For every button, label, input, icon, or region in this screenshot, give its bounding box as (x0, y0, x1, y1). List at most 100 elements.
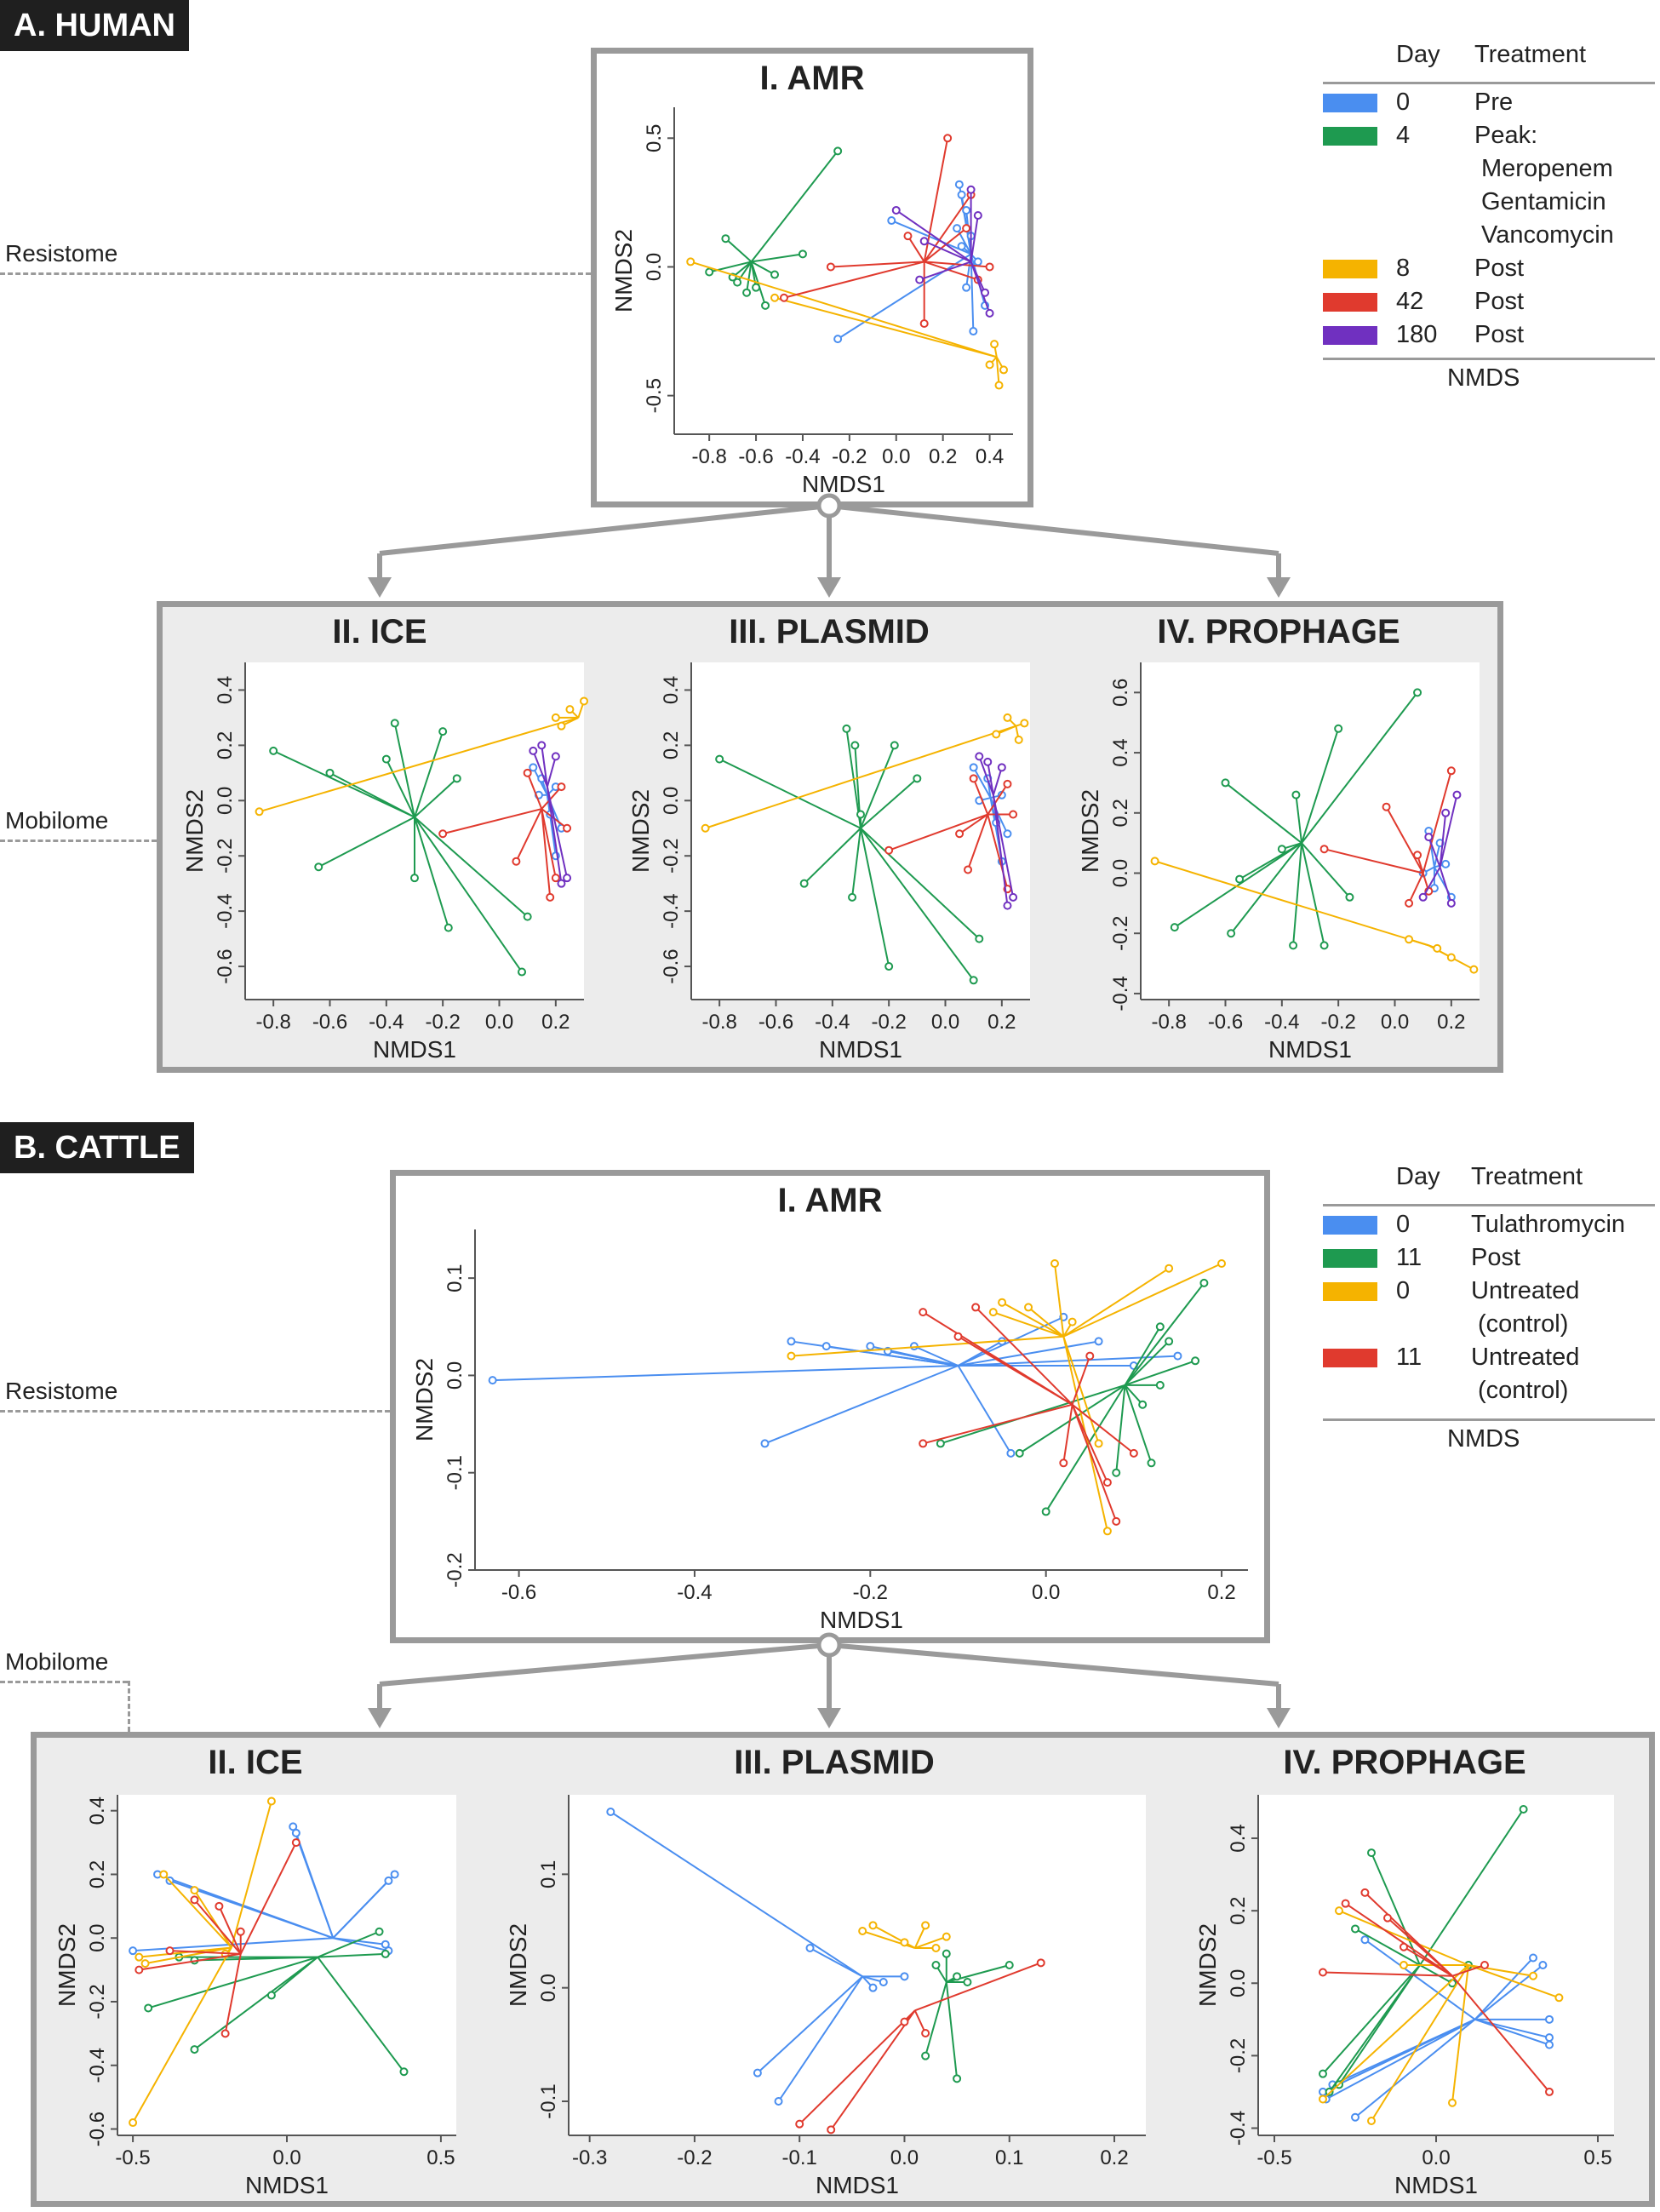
legend-treatment-drug: Meropenem (1481, 155, 1613, 182)
spider-line (970, 215, 979, 262)
spider-line (1224, 782, 1302, 844)
series-3 (1319, 1888, 1554, 2096)
y-tick-label: -0.2 (1227, 2038, 1250, 2073)
spider-line (414, 817, 523, 973)
data-point (858, 1927, 867, 1935)
spider-line (992, 794, 1009, 906)
spider-line (764, 1365, 959, 1445)
data-point (795, 2119, 804, 2129)
data-point (1006, 1448, 1016, 1458)
spider-line (193, 1899, 242, 1955)
data-point (962, 283, 971, 292)
data-point (1014, 735, 1023, 744)
spider-line (541, 808, 557, 879)
spider-line (1474, 2018, 1550, 2046)
spider-line (1419, 1964, 1453, 1985)
x-tick-label: -0.2 (1320, 1011, 1355, 1034)
cattle-ice-plot: -0.5 0.0 0.5 0.4 0.2 0.0 -0.2 -0.4 -0.6 NMDS1 NMDS… (54, 1795, 456, 2198)
y-tick-label: 0.4 (660, 676, 683, 704)
spider-line (923, 194, 972, 262)
x-axis-label: NMDS1 (1268, 1036, 1352, 1063)
legend-footer: NMDS (1447, 364, 1520, 392)
data-point (1469, 965, 1479, 974)
spider-line (957, 1335, 1073, 1406)
legend-treatment: Post (1471, 1244, 1521, 1271)
x-tick-label: 0.0 (1381, 1011, 1409, 1034)
data-point (884, 962, 894, 971)
data-point (390, 719, 399, 728)
data-point (715, 754, 724, 764)
spider-line (1325, 2018, 1476, 2100)
legend-treatment-sub: (control) (1478, 1310, 1569, 1338)
data-point (985, 360, 994, 370)
data-point (452, 774, 461, 783)
y-tick-label: 0.1 (444, 1264, 467, 1292)
y-axis-label: NMDS2 (1077, 789, 1103, 873)
plot-area (569, 1795, 1146, 2135)
spider-line (414, 731, 444, 818)
y-axis-label: NMDS2 (54, 1923, 80, 2007)
data-point (129, 1946, 138, 1956)
x-axis-label: NMDS1 (820, 1607, 903, 1633)
spider-line (1387, 1917, 1453, 1977)
data-point (856, 810, 865, 819)
legend-treatment: Pre (1474, 89, 1514, 116)
data-point (1519, 1805, 1528, 1814)
data-point (963, 1978, 972, 1986)
spider-line (1474, 1957, 1534, 2020)
y-tick-label: 0.1 (537, 1860, 560, 1888)
legend-treatment: Peak: (1474, 122, 1538, 149)
spider-line (995, 357, 1000, 386)
spider-line (532, 750, 548, 788)
spider-line (724, 238, 753, 263)
data-point (1094, 1337, 1103, 1346)
data-point (686, 257, 695, 266)
data-point (900, 1972, 909, 1981)
spider-line (333, 1937, 389, 1952)
data-point (842, 724, 851, 733)
spider-line (810, 1947, 863, 1978)
data-point (255, 807, 264, 817)
data-point (997, 763, 1006, 772)
y-tick-label: -0.4 (214, 893, 237, 928)
spider-line (318, 816, 415, 868)
section-label-human: A. HUMAN (0, 0, 189, 51)
spider-line (1408, 873, 1424, 904)
data-point (1155, 1322, 1165, 1332)
data-point (988, 1308, 998, 1317)
legend-swatch-day0 (1323, 94, 1377, 112)
data-point (770, 270, 780, 279)
data-point (833, 335, 843, 344)
legend-treatment-drug: Vancomycin (1481, 221, 1614, 249)
spider-line (317, 1957, 405, 2072)
spider-line (705, 725, 1016, 829)
data-point (1041, 1507, 1050, 1516)
legend-treatment: Post (1474, 321, 1525, 348)
series-2 (858, 1921, 951, 1952)
data-point (399, 2067, 409, 2077)
x-tick-label: -0.3 (572, 2146, 607, 2169)
spider-line (1419, 1808, 1525, 1966)
data-point (827, 2125, 836, 2135)
data-point (787, 1337, 796, 1346)
data-point (998, 1298, 1007, 1307)
data-point (1102, 1478, 1112, 1487)
data-point (1102, 1527, 1112, 1536)
data-point (799, 879, 809, 888)
series-0 (606, 1808, 909, 2106)
data-point (438, 829, 448, 839)
series-1 (705, 146, 843, 310)
data-point (953, 2074, 962, 2083)
y-tick-label: 0.0 (643, 253, 666, 281)
data-point (919, 237, 929, 246)
spider-line (1124, 1384, 1143, 1406)
spider-line (777, 1975, 863, 2102)
spider-line (1062, 1263, 1222, 1338)
spider-line (1422, 771, 1452, 874)
data-point (975, 752, 984, 761)
x-tick-label: -0.4 (815, 1011, 850, 1034)
spider-line (751, 253, 804, 263)
data-point (384, 1876, 393, 1885)
data-point (140, 1959, 150, 1968)
data-point (826, 262, 835, 272)
